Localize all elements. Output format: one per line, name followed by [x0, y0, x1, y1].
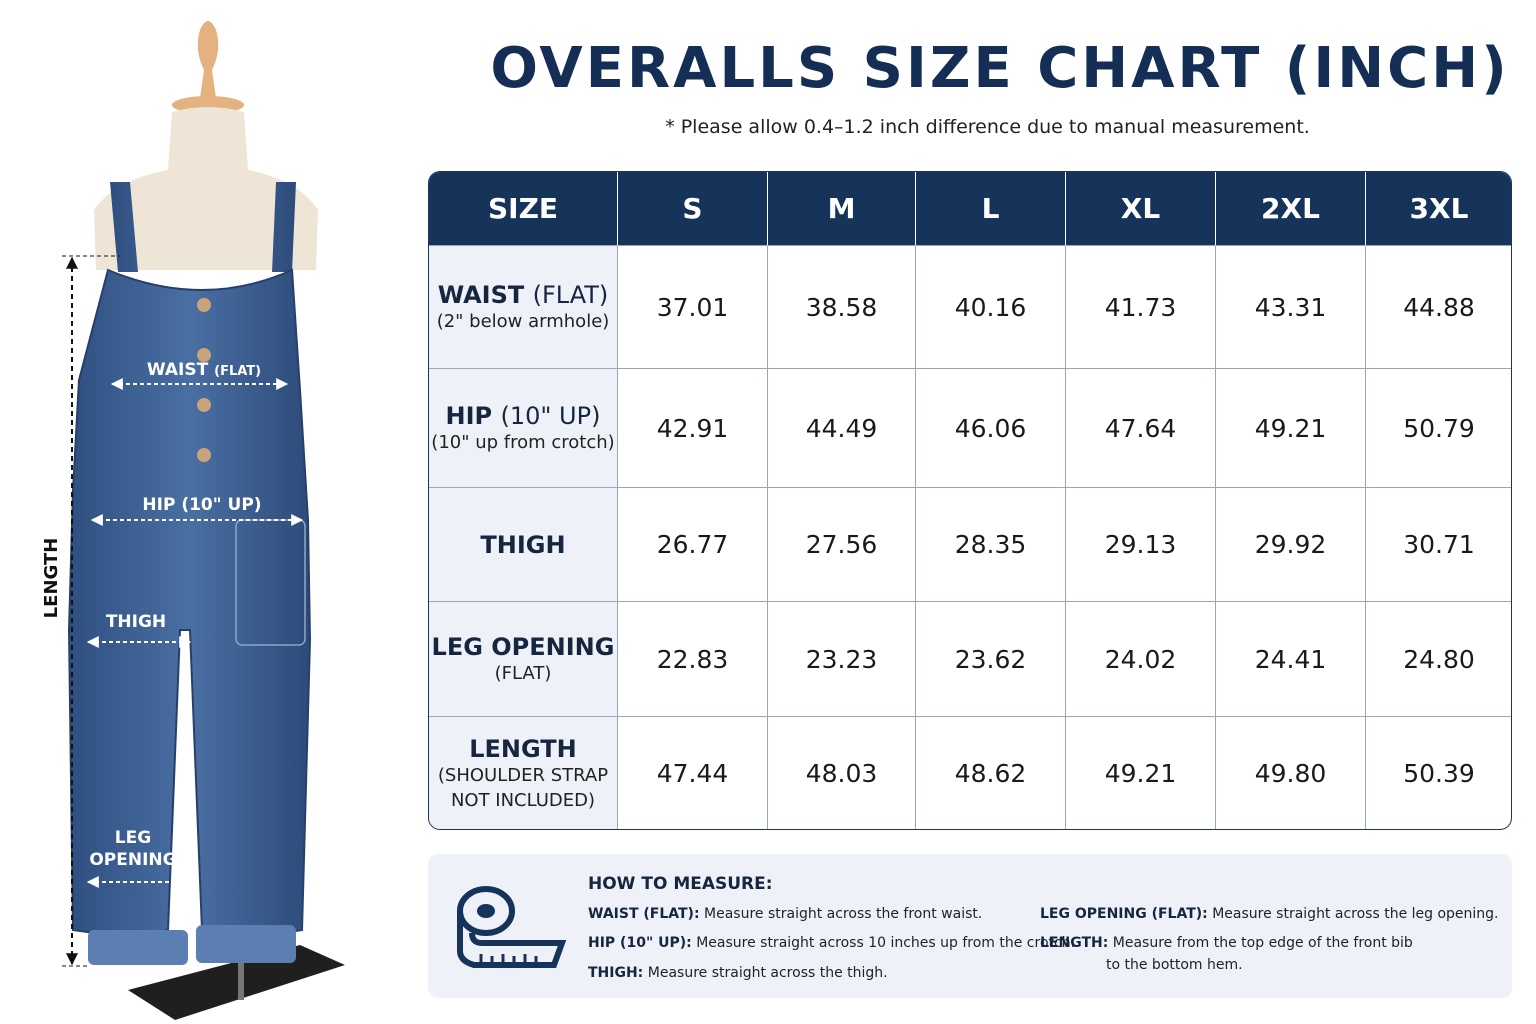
- row-label: LEG OPENING: [432, 633, 615, 661]
- value-cell: 29.92: [1216, 488, 1366, 602]
- measure-item: THIGH: Measure straight across the thigh…: [588, 962, 888, 984]
- measure-lines: [86, 378, 304, 888]
- header-cell: S: [618, 172, 768, 246]
- row-label-cell: WAIST (FLAT) (2" below armhole): [429, 246, 618, 369]
- value-cell: 28.35: [916, 488, 1066, 602]
- value-cell: 44.49: [768, 369, 916, 488]
- measure-item: HIP (10" UP): Measure straight across 10…: [588, 932, 1075, 954]
- label-note: (FLAT): [214, 364, 261, 379]
- value-cell: 37.01: [618, 246, 768, 369]
- label-note: (10" UP): [500, 401, 601, 430]
- value-cell: 48.03: [768, 717, 916, 829]
- size-table: SIZE S M L XL 2XL 3XL WAIST (FLAT) (2" below arm…: [428, 171, 1512, 830]
- row-label-cell: LEG OPENING (FLAT): [429, 602, 618, 717]
- measure-term: HIP (10" UP):: [588, 935, 692, 951]
- row-label-cell: LENGTH (SHOULDER STRAP NOT INCLUDED): [429, 717, 618, 829]
- measure-term: WAIST (FLAT):: [588, 906, 700, 922]
- header-cell: XL: [1066, 172, 1216, 246]
- stand: [128, 945, 345, 1020]
- figure-label: THIGH: [106, 612, 166, 632]
- value-cell: 50.79: [1366, 369, 1511, 488]
- row-sublabel: (2" below armhole): [436, 310, 610, 332]
- label: WAIST: [147, 360, 209, 380]
- value-cell: 27.56: [768, 488, 916, 602]
- overalls-figure: WAIST (FLAT) HIP (10" UP) THIGH LEG OPEN…: [41, 21, 345, 1020]
- value-cell: 44.88: [1366, 246, 1511, 369]
- row-label: THIGH: [480, 531, 565, 559]
- measure-term: LEG OPENING (FLAT):: [1040, 906, 1208, 922]
- row-sublabel: NOT INCLUDED): [450, 789, 596, 811]
- measure-text: Measure straight across the leg opening.: [1212, 906, 1499, 922]
- label-text: WAIST: [437, 280, 525, 309]
- value-cell: 30.71: [1366, 488, 1511, 602]
- value-cell: 49.80: [1216, 717, 1366, 829]
- label-text: HIP: [445, 401, 493, 430]
- title: OVERALLS SIZE CHART (INCH): [490, 36, 1510, 101]
- measure-text: Measure straight across the thigh.: [647, 965, 888, 981]
- row-label: LENGTH: [469, 735, 577, 763]
- value-cell: 38.58: [768, 246, 916, 369]
- mannequin: [94, 21, 318, 270]
- header-cell: L: [916, 172, 1066, 246]
- measure-text: to the bottom hem.: [1106, 957, 1243, 973]
- header-cell: 3XL: [1366, 172, 1511, 246]
- measure-item: WAIST (FLAT): Measure straight across th…: [588, 903, 982, 925]
- measure-text: Measure from the top edge of the front b…: [1112, 935, 1413, 951]
- how-to-measure: HOW TO MEASURE: WAIST (FLAT): Measure st…: [428, 854, 1512, 998]
- value-cell: 23.23: [768, 602, 916, 717]
- row-label: WAIST (FLAT): [438, 281, 609, 309]
- row-sublabel: (10" up from crotch): [431, 431, 615, 453]
- measure-item: LENGTH: Measure from the top edge of the…: [1040, 932, 1413, 976]
- measure-text: Measure straight across the front waist.: [704, 906, 983, 922]
- overalls: [67, 182, 312, 965]
- measure-term: THIGH:: [588, 965, 644, 981]
- label-note: (FLAT): [532, 280, 609, 309]
- label-text: LEG OPENING: [431, 632, 615, 661]
- how-to-title: HOW TO MEASURE:: [588, 874, 773, 894]
- value-cell: 43.31: [1216, 246, 1366, 369]
- value-cell: 24.80: [1366, 602, 1511, 717]
- row-sublabel: (SHOULDER STRAP: [437, 764, 609, 786]
- row-label-cell: HIP (10" UP) (10" up from crotch): [429, 369, 618, 488]
- row-label-cell: THIGH: [429, 488, 618, 602]
- header-cell: 2XL: [1216, 172, 1366, 246]
- value-cell: 22.83: [618, 602, 768, 717]
- value-cell: 47.44: [618, 717, 768, 829]
- value-cell: 24.41: [1216, 602, 1366, 717]
- value-cell: 48.62: [916, 717, 1066, 829]
- value-cell: 41.73: [1066, 246, 1216, 369]
- measure-term: LENGTH:: [1040, 935, 1109, 951]
- figure-label: HIP (10" UP): [142, 495, 261, 515]
- header-cell: SIZE: [429, 172, 618, 246]
- measure-text: Measure straight across 10 inches up fro…: [696, 935, 1076, 951]
- label-text: THIGH: [480, 530, 566, 559]
- label-text: LENGTH: [469, 734, 577, 763]
- value-cell: 49.21: [1066, 717, 1216, 829]
- header-cell: M: [768, 172, 916, 246]
- row-label: HIP (10" UP): [446, 402, 601, 430]
- subtitle: * Please allow 0.4–1.2 inch difference d…: [665, 116, 1310, 138]
- measure-item: LEG OPENING (FLAT): Measure straight acr…: [1040, 903, 1499, 925]
- value-cell: 49.21: [1216, 369, 1366, 488]
- value-cell: 24.02: [1066, 602, 1216, 717]
- figure-label: OPENING: [89, 850, 176, 870]
- value-cell: 40.16: [916, 246, 1066, 369]
- figure-label: LEG: [115, 828, 151, 848]
- value-cell: 26.77: [618, 488, 768, 602]
- value-cell: 29.13: [1066, 488, 1216, 602]
- figure-label: WAIST (FLAT): [147, 360, 261, 380]
- value-cell: 23.62: [916, 602, 1066, 717]
- value-cell: 42.91: [618, 369, 768, 488]
- value-cell: 46.06: [916, 369, 1066, 488]
- value-cell: 47.64: [1066, 369, 1216, 488]
- length-label: LENGTH: [41, 538, 62, 619]
- tape-icon: [457, 886, 566, 968]
- row-sublabel: (FLAT): [494, 662, 552, 684]
- value-cell: 50.39: [1366, 717, 1511, 829]
